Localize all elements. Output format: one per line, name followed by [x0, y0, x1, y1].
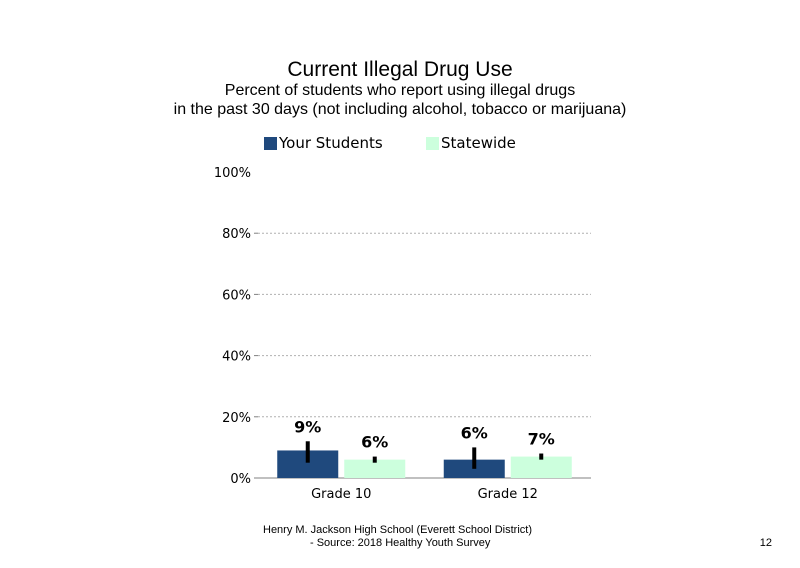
data-label-your-students: 6%: [461, 423, 488, 442]
chart-subtitle-line-1: Percent of students who report using ill…: [224, 82, 576, 99]
y-tick-label: 80%: [222, 227, 251, 242]
legend-item-your-students: Your Students: [264, 134, 383, 152]
page-number: 12: [759, 537, 772, 549]
legend-label-your-students: Your Students: [279, 134, 383, 152]
y-tick-label: 0%: [230, 472, 251, 487]
footer-school: Henry M. Jackson High School (Everett Sc…: [263, 524, 532, 536]
y-tick-label: 40%: [222, 350, 251, 365]
legend-swatch-statewide: [426, 136, 439, 150]
chart-subtitle-line-2: in the past 30 days (not including alcoh…: [173, 101, 627, 118]
y-tick-label: 60%: [222, 288, 251, 303]
legend-swatch-your-students: [264, 136, 277, 150]
x-tick-label: Grade 10: [311, 487, 371, 502]
data-label-your-students: 9%: [294, 417, 321, 436]
y-tick-label: 100%: [214, 166, 251, 181]
legend-label-statewide: Statewide: [441, 134, 516, 152]
data-label-statewide: 6%: [361, 433, 388, 452]
bar-statewide: [344, 459, 406, 478]
y-tick-label: 20%: [222, 411, 251, 426]
data-label-statewide: 7%: [528, 430, 555, 449]
bar-statewide: [510, 456, 572, 478]
chart-title: Current Illegal Drug Use: [287, 58, 513, 81]
legend-item-statewide: Statewide: [426, 134, 516, 152]
footer-source: - Source: 2018 Healthy Youth Survey: [310, 537, 491, 549]
x-tick-label: Grade 12: [478, 487, 538, 502]
